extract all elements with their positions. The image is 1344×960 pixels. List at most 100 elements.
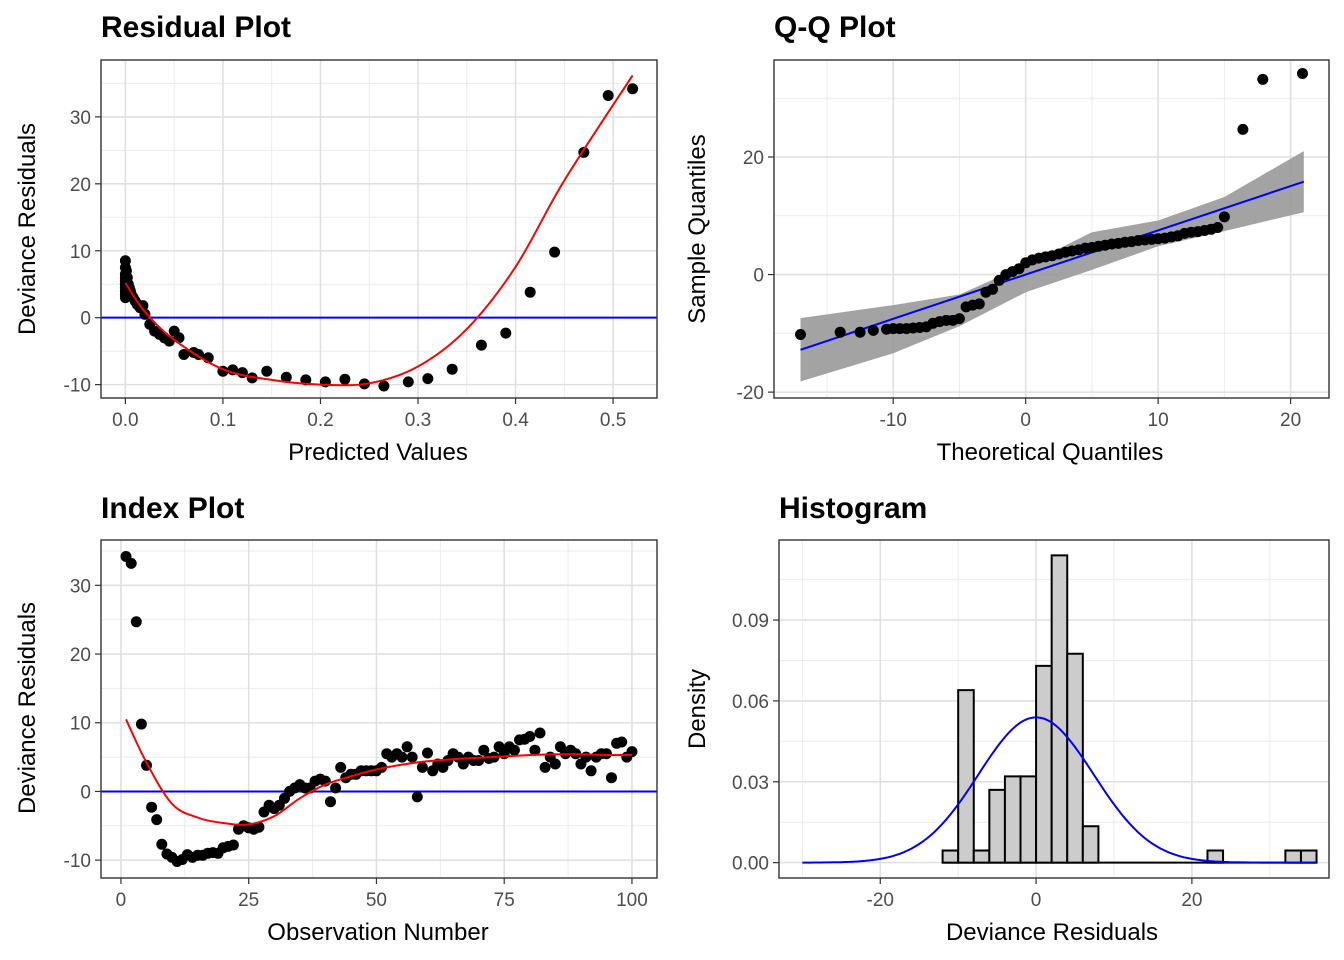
histogram-bar (1066, 652, 1084, 864)
qq-plot-y-tick-label: 0 (753, 266, 764, 287)
histogram-bar (941, 849, 960, 864)
index-plot-point (227, 839, 239, 851)
index-plot-point (508, 744, 520, 756)
qq-plot-x-tick-label: -10 (879, 410, 906, 431)
index-plot-y-tick-label: 0 (80, 782, 91, 803)
index-plot-x-tick-label: 25 (238, 890, 259, 911)
residual-plot-x-tick-label: 0.1 (210, 410, 236, 431)
index-plot-point (539, 761, 551, 773)
index-plot-point (411, 791, 423, 803)
index-plot-x-tick-label: 50 (366, 890, 387, 911)
histogram-bar (972, 849, 991, 864)
index-plot-point (529, 744, 541, 756)
residual-plot-y-axis-label: Deviance Residuals (14, 123, 41, 335)
histogram-density-curve (802, 716, 1317, 864)
index-plot-x-tick-label: 100 (616, 890, 648, 911)
histogram-bar (1299, 849, 1318, 864)
qq-plot-point (1297, 68, 1308, 79)
histogram-bar (1035, 664, 1053, 864)
qq-plot-point (834, 326, 846, 338)
qq-plot-point (854, 326, 866, 338)
histogram-panel-border (778, 539, 1330, 879)
residual-plot-y-tick-label: 20 (70, 175, 91, 196)
residual-plot-point (602, 90, 614, 101)
index-plot-point (253, 821, 265, 833)
index-plot-point (325, 796, 336, 808)
residual-plot-panel: Residual Plot Predicted Values Deviance … (14, 11, 658, 466)
index-plot-point (422, 747, 433, 759)
index-plot-point (549, 758, 561, 770)
residual-plot-point (261, 365, 273, 377)
histogram-bar (1003, 775, 1022, 864)
index-plot-y-tick-label: 10 (70, 714, 91, 735)
residual-plot-point (500, 327, 512, 339)
histogram-y-tick-label: 0.00 (732, 854, 769, 875)
residual-plot-point (549, 246, 561, 258)
histogram-bar (1284, 849, 1302, 864)
qq-plot-point (867, 324, 879, 336)
index-plot-panel: Index Plot Observation Number Deviance R… (14, 492, 658, 946)
histogram-x-tick-label: 20 (1181, 890, 1202, 911)
histogram-bar (1050, 554, 1069, 864)
index-plot-x-tick-label: 0 (116, 890, 127, 911)
index-plot-point (406, 751, 418, 763)
index-plot-point (146, 801, 158, 813)
histogram-bar (1019, 775, 1038, 864)
residual-plot-title: Residual Plot (101, 11, 291, 44)
qq-plot-x-axis-label: Theoretical Quantiles (937, 439, 1164, 466)
qq-plot-point (1257, 73, 1269, 85)
residual-plot-point (627, 83, 639, 95)
residual-plot-point (139, 308, 151, 320)
qq-plot-y-tick-label: 20 (743, 148, 764, 169)
residual-plot-smooth-curve (124, 74, 634, 387)
index-plot-point (416, 761, 428, 773)
index-plot-point (616, 736, 628, 748)
index-plot-y-tick-label: -10 (64, 851, 91, 872)
residual-plot-y-tick-label: 10 (70, 242, 91, 263)
index-plot-smooth-curve (125, 718, 633, 826)
qq-plot-point (795, 329, 806, 340)
index-plot-point (156, 838, 168, 850)
histogram-title: Histogram (779, 492, 927, 525)
residual-plot-point (137, 300, 149, 312)
histogram-x-tick-label: 0 (1031, 890, 1042, 911)
histogram-y-axis-label: Density (684, 669, 711, 749)
qq-plot-point (1212, 222, 1224, 233)
qq-plot-fit-line (800, 180, 1305, 351)
residual-plot-point (178, 349, 190, 360)
index-plot-point (600, 748, 612, 760)
qq-plot-point (953, 313, 965, 325)
index-plot-point (125, 557, 137, 569)
qq-plot-title: Q-Q Plot (774, 11, 896, 44)
histogram-bar (988, 788, 1006, 864)
qq-plot-point (973, 298, 985, 310)
residual-plot-point (378, 380, 390, 392)
index-plot-point (478, 744, 490, 756)
index-plot-x-tick-label: 75 (494, 890, 515, 911)
histogram-bar (1206, 849, 1225, 864)
residual-plot-point (446, 363, 458, 375)
residual-plot-panel-border (100, 59, 658, 399)
residual-plot-x-tick-label: 0.0 (112, 410, 138, 431)
qq-plot-y-tick-label: -20 (737, 383, 764, 404)
residual-plot-point (402, 376, 414, 388)
index-plot-point (135, 718, 147, 730)
residual-plot-x-tick-label: 0.2 (307, 410, 333, 431)
residual-plot-point (422, 373, 434, 385)
index-plot-y-axis-label: Deviance Residuals (14, 602, 41, 814)
index-plot-y-tick-label: 30 (70, 576, 91, 597)
residual-plot-point (339, 373, 351, 385)
index-plot-point (130, 616, 142, 628)
residual-plot-point (524, 286, 536, 298)
qq-plot-panel: Q-Q Plot Theoretical Quantiles Sample Qu… (684, 11, 1330, 466)
qq-plot-x-tick-label: 10 (1148, 410, 1169, 431)
qq-plot-point (1237, 123, 1249, 135)
index-plot-title: Index Plot (101, 492, 244, 525)
index-plot-point (401, 741, 413, 753)
qq-plot-point (987, 283, 999, 295)
index-plot-point (151, 814, 163, 826)
index-plot-point (606, 772, 617, 784)
index-plot-point (585, 765, 597, 777)
histogram-bar (957, 689, 975, 864)
